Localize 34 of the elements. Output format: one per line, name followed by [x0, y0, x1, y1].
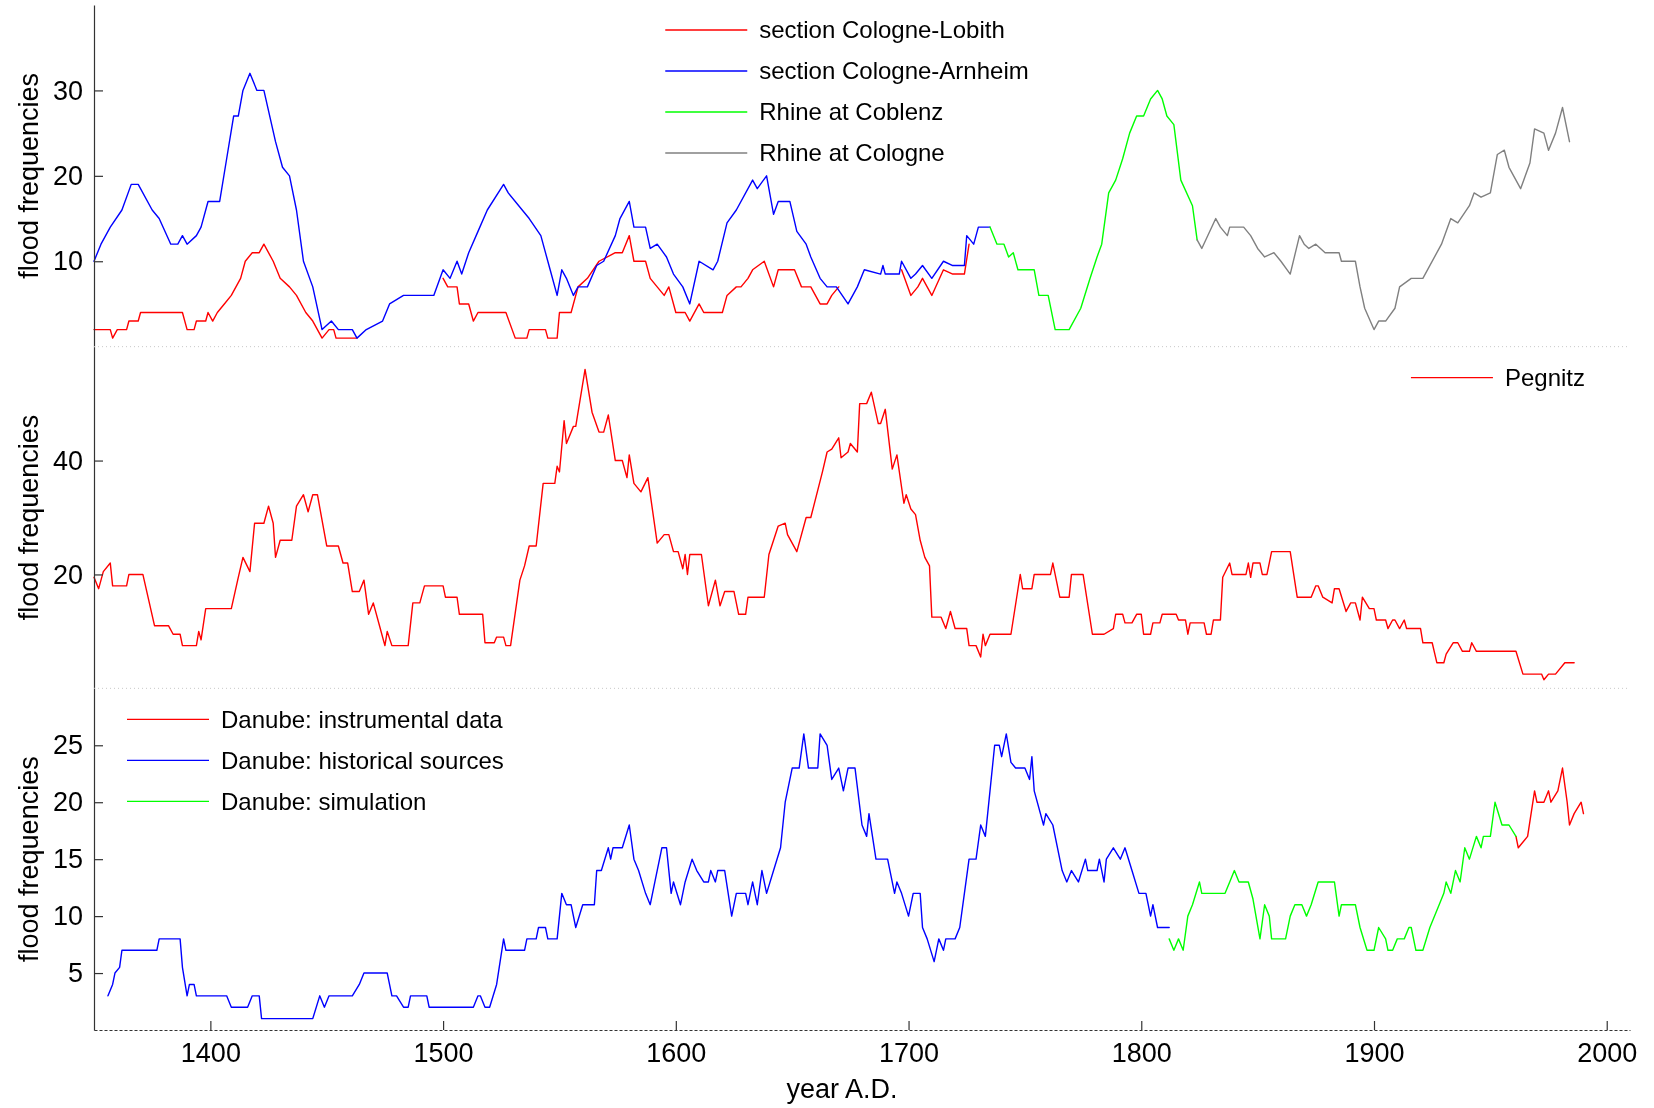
y-tick-label: 10 [52, 246, 83, 277]
x-tick-label: 1500 [413, 1038, 474, 1069]
x-tick-label: 1700 [879, 1038, 940, 1069]
x-tick-label: 1900 [1344, 1038, 1405, 1069]
y-tick-label: 20 [52, 787, 83, 818]
y-tick-label: 15 [52, 844, 83, 875]
x-tick-label: 1800 [1111, 1038, 1172, 1069]
y-tick-label: 25 [52, 730, 83, 761]
y-axis-title: flood frequencies [14, 73, 44, 279]
line-series [107, 733, 1170, 1020]
x-tick-label: 1400 [180, 1038, 241, 1069]
y-axis-title: flood frequencies [14, 756, 44, 962]
x-tick-label: 2000 [1577, 1038, 1638, 1069]
legend-label: section Cologne-Arnheim [759, 57, 1029, 85]
y-tick-label: 20 [52, 559, 83, 590]
legend-label: Danube: historical sources [221, 746, 504, 774]
legend-label: Danube: instrumental data [221, 705, 504, 733]
x-axis-title: year A.D. [786, 1074, 898, 1104]
line-series [1168, 801, 1517, 951]
line-series [989, 89, 1198, 331]
legend-label: Rhine at Cologne [759, 139, 945, 167]
y-tick-label: 10 [52, 901, 83, 932]
legend-label: section Cologne-Lobith [759, 16, 1005, 44]
legend-label: Pegnitz [1504, 364, 1585, 392]
line-series [1196, 106, 1571, 331]
legend-label: Danube: simulation [221, 787, 427, 815]
y-tick-label: 40 [52, 445, 83, 476]
legend-label: Rhine at Coblenz [759, 98, 944, 126]
y-tick-label: 5 [67, 958, 83, 989]
y-tick-label: 30 [52, 75, 83, 106]
y-tick-label: 20 [52, 160, 83, 191]
x-tick-label: 1600 [646, 1038, 707, 1069]
line-series [1515, 767, 1585, 849]
y-axis-title: flood frequencies [14, 414, 44, 621]
